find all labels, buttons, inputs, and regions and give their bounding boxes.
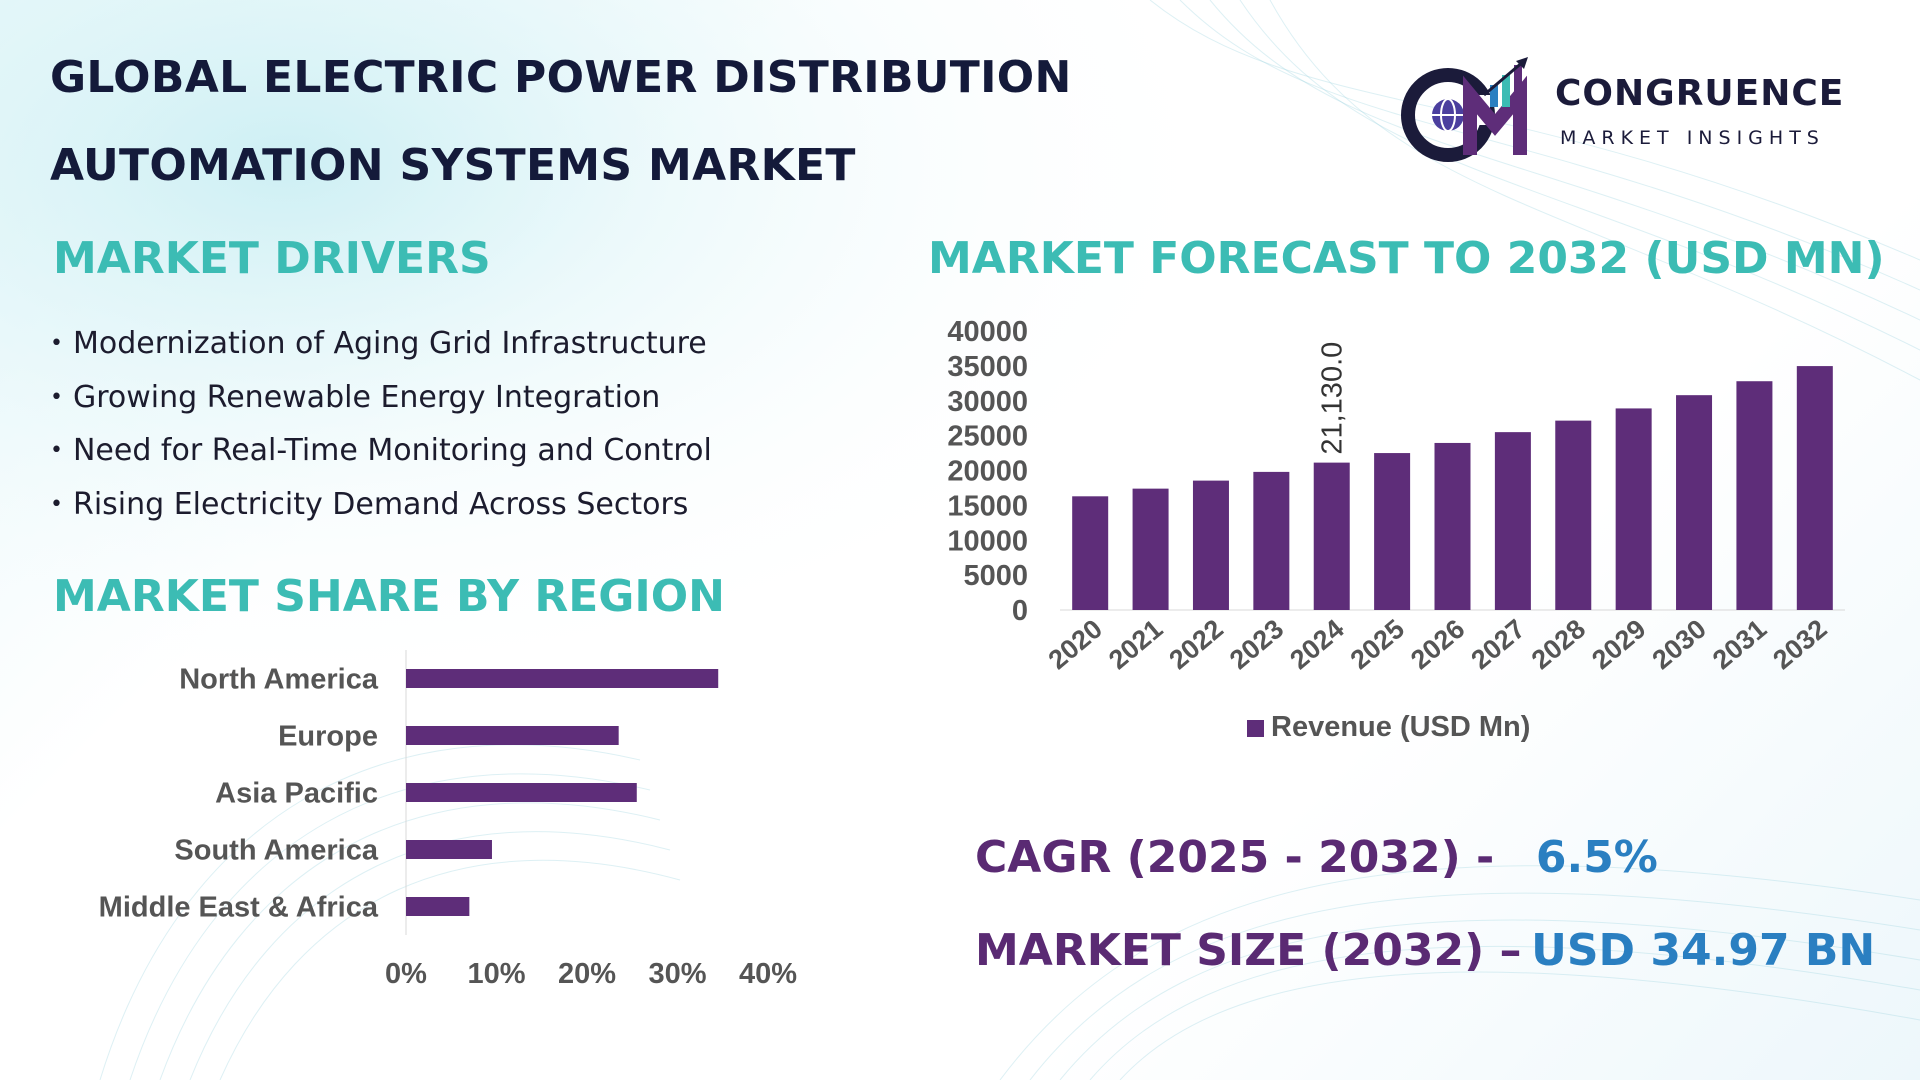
region-x-tick-label: 30% xyxy=(648,958,706,990)
forecast-bar xyxy=(1796,366,1833,610)
bullet-icon: • xyxy=(50,384,63,410)
region-x-tick-label: 40% xyxy=(739,958,797,990)
forecast-x-tick-label: 2023 xyxy=(1224,614,1289,676)
forecast-bar xyxy=(1072,496,1109,610)
forecast-y-tick-label: 5000 xyxy=(963,560,1028,592)
driver-item: • Growing Renewable Energy Integration xyxy=(50,377,712,431)
forecast-y-tick-label: 20000 xyxy=(947,456,1028,488)
driver-text: Need for Real-Time Monitoring and Contro… xyxy=(72,433,712,468)
driver-text: Growing Renewable Energy Integration xyxy=(72,379,661,415)
forecast-x-tick-label: 2029 xyxy=(1586,614,1651,676)
driver-item: • Rising Electricity Demand Across Sector… xyxy=(50,484,712,538)
forecast-x-tick-label: 2024 xyxy=(1284,614,1349,676)
forecast-x-tick-label: 2026 xyxy=(1405,614,1470,676)
forecast-x-tick-label: 2020 xyxy=(1043,614,1108,676)
region-category-label: North America xyxy=(179,664,379,696)
forecast-bar xyxy=(1132,488,1169,610)
driver-text: Modernization of Aging Grid Infrastructu… xyxy=(72,326,707,361)
region-bar xyxy=(406,840,492,859)
forecast-y-tick-label: 25000 xyxy=(947,421,1028,453)
market-drivers-list: • Modernization of Aging Grid Infrastruct… xyxy=(50,323,712,537)
forecast-x-tick-label: 2022 xyxy=(1164,614,1229,676)
market-size-value: USD 34.97 BN xyxy=(1531,925,1876,976)
forecast-x-tick-label: 2031 xyxy=(1707,614,1772,676)
revenue-forecast-bar-chart: 0500010000150002000025000300003500040000… xyxy=(947,316,1845,743)
forecast-bar xyxy=(1192,480,1229,610)
forecast-x-tick-label: 2028 xyxy=(1526,614,1591,676)
cagr-value: 6.5% xyxy=(1535,832,1658,883)
region-bar xyxy=(406,669,719,688)
logo-tagline: MARKET INSIGHTS xyxy=(1560,127,1825,149)
market-drivers-heading: MARKET DRIVERS xyxy=(53,233,491,284)
legend-label: Revenue (USD Mn) xyxy=(1271,711,1530,743)
driver-text: Rising Electricity Demand Across Sectors xyxy=(72,486,689,522)
forecast-bar xyxy=(1434,442,1471,610)
forecast-data-label: 21,130.0 xyxy=(1317,342,1349,455)
legend-swatch xyxy=(1247,720,1264,737)
forecast-x-tick-label: 2025 xyxy=(1345,614,1410,676)
forecast-bar xyxy=(1313,462,1350,610)
bullet-icon: • xyxy=(50,438,63,463)
forecast-bar xyxy=(1374,453,1411,610)
region-bar xyxy=(406,897,470,916)
market-size-label: MARKET SIZE (2032) – xyxy=(975,925,1522,976)
page-title-line-2: AUTOMATION SYSTEMS MARKET xyxy=(50,140,856,191)
region-category-label: Asia Pacific xyxy=(215,778,378,810)
forecast-y-tick-label: 30000 xyxy=(947,386,1028,418)
region-x-tick-label: 20% xyxy=(558,958,616,990)
page-title-line-1: GLOBAL ELECTRIC POWER DISTRIBUTION xyxy=(50,52,1072,103)
forecast-bar xyxy=(1494,432,1531,610)
forecast-y-tick-label: 35000 xyxy=(947,351,1028,383)
driver-item: • Modernization of Aging Grid Infrastruct… xyxy=(50,323,712,377)
cagr-label: CAGR (2025 - 2032) - xyxy=(975,832,1495,883)
region-category-label: South America xyxy=(174,835,378,867)
region-share-bar-chart: North America Europe Asia Pacific South Ame… xyxy=(99,650,797,990)
logo-name: CONGRUENCE xyxy=(1555,73,1845,114)
forecast-x-tick-label: 2030 xyxy=(1647,614,1712,676)
globe-bar-chart-logo-icon xyxy=(1401,57,1528,162)
bullet-icon: • xyxy=(50,491,63,517)
forecast-y-tick-label: 0 xyxy=(1012,595,1028,627)
forecast-heading: MARKET FORECAST TO 2032 (USD MN) xyxy=(928,233,1885,284)
forecast-y-tick-label: 15000 xyxy=(947,490,1028,522)
forecast-bar xyxy=(1555,420,1592,610)
forecast-bar xyxy=(1676,395,1713,610)
region-bar xyxy=(406,783,637,802)
region-bar xyxy=(406,726,619,745)
bullet-icon: • xyxy=(50,331,63,356)
driver-item: • Need for Real-Time Monitoring and Contr… xyxy=(50,430,712,484)
region-x-tick-label: 0% xyxy=(385,958,427,990)
forecast-x-tick-label: 2027 xyxy=(1465,614,1530,676)
forecast-x-tick-label: 2032 xyxy=(1767,614,1832,676)
forecast-y-tick-label: 10000 xyxy=(947,525,1028,557)
region-x-tick-label: 10% xyxy=(467,958,525,990)
region-share-heading: MARKET SHARE BY REGION xyxy=(53,571,725,622)
forecast-bar xyxy=(1253,471,1290,610)
forecast-x-tick-label: 2021 xyxy=(1103,614,1168,676)
region-category-label: Europe xyxy=(278,721,378,753)
region-category-label: Middle East & Africa xyxy=(99,892,379,924)
market-size-stat: MARKET SIZE (2032) – USD 34.97 BN xyxy=(975,925,1875,976)
forecast-bar xyxy=(1736,381,1773,610)
forecast-bar xyxy=(1615,408,1652,610)
forecast-y-tick-label: 40000 xyxy=(947,316,1028,348)
company-logo: CONGRUENCE MARKET INSIGHTS xyxy=(1400,55,1870,165)
cagr-stat: CAGR (2025 - 2032) - 6.5% xyxy=(975,832,1658,883)
